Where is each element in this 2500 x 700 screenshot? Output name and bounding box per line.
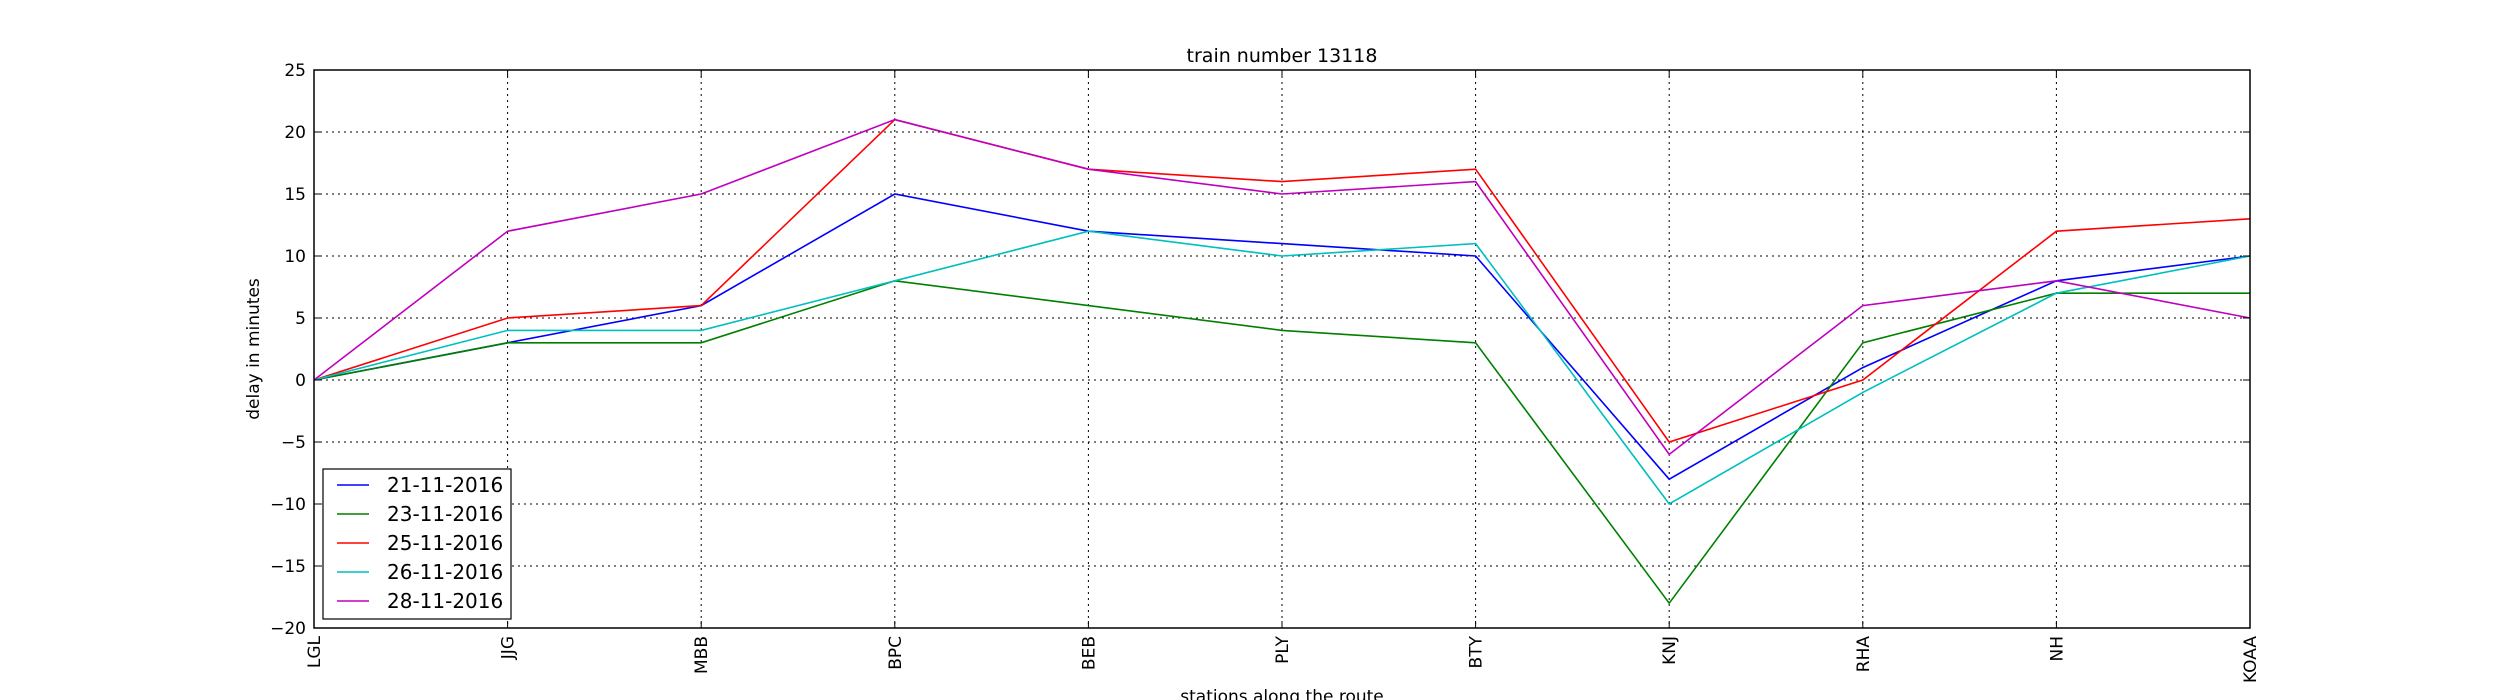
y-tick-label: −10 xyxy=(270,495,306,515)
y-axis-ticks: −20 −15 −10 −5 0 5 10 15 20 25 xyxy=(270,61,2250,639)
x-axis-label: stations along the route xyxy=(1180,687,1384,700)
series-line-4 xyxy=(313,118,2251,456)
x-tick-label: MBB xyxy=(692,636,712,674)
grid-lines xyxy=(313,69,2251,629)
x-tick-label: BPC xyxy=(886,636,906,670)
series-lines xyxy=(313,118,2251,605)
x-tick-label: JJG xyxy=(499,636,519,660)
x-tick-label: PLY xyxy=(1273,635,1293,663)
legend-label: 23-11-2016 xyxy=(387,502,503,526)
chart-title: train number 13118 xyxy=(1187,45,1378,67)
y-tick-label: −5 xyxy=(281,433,306,453)
x-tick-label: NH xyxy=(2047,636,2067,662)
legend: 21-11-2016 23-11-2016 25-11-2016 26-11-2016… xyxy=(322,468,512,620)
series-line-3 xyxy=(313,230,2251,506)
x-tick-label: BTY xyxy=(1467,635,1487,668)
y-axis-label: delay in minutes xyxy=(244,278,264,420)
y-tick-label: −20 xyxy=(270,619,306,639)
y-tick-label: 25 xyxy=(284,61,306,81)
legend-box xyxy=(322,468,512,620)
x-tick-label: BEB xyxy=(1079,636,1099,670)
legend-label: 25-11-2016 xyxy=(387,531,503,555)
legend-label: 28-11-2016 xyxy=(387,589,503,613)
x-tick-label: KOAA xyxy=(2241,636,2261,683)
y-tick-label: 20 xyxy=(284,123,306,143)
legend-label: 21-11-2016 xyxy=(387,473,503,497)
series-line-1 xyxy=(313,279,2250,605)
x-tick-label: KNJ xyxy=(1660,636,1680,665)
y-tick-label: 15 xyxy=(284,185,306,205)
x-axis-ticks: LGL JJG MBB BPC BEB PLY BTY KNJ RHA NH KOAA xyxy=(305,70,2261,683)
y-tick-label: −15 xyxy=(270,557,306,577)
series-line-0 xyxy=(313,193,2251,481)
x-tick-label: RHA xyxy=(1854,636,1874,673)
y-tick-label: 10 xyxy=(284,247,306,267)
legend-label: 26-11-2016 xyxy=(387,560,503,584)
x-tick-label: LGL xyxy=(305,635,325,668)
series-line-2 xyxy=(313,118,2251,443)
y-tick-label: 0 xyxy=(295,371,306,391)
y-tick-label: 5 xyxy=(295,309,306,329)
